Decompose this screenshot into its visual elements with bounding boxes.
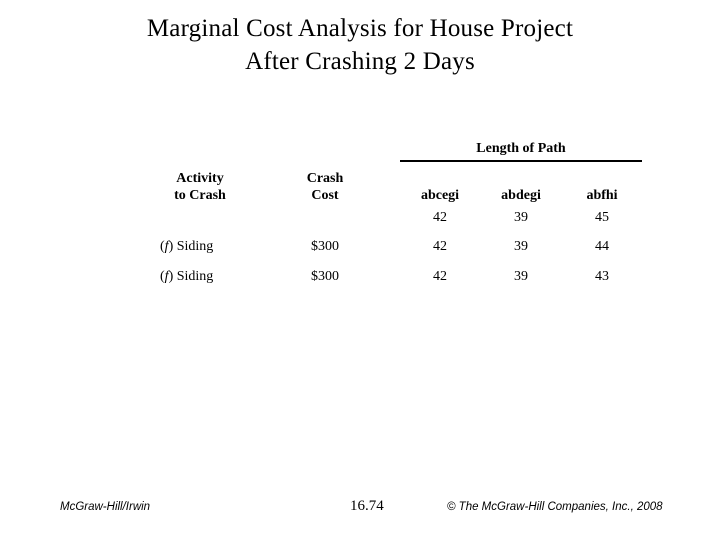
activity-paren-open: (	[160, 269, 165, 284]
table-row-2-length-abdegi: 39	[514, 269, 528, 284]
table-row-1-length-abcegi: 42	[433, 239, 447, 254]
initial-length-abcegi: 42	[433, 210, 447, 225]
length-of-path-header: Length of Path	[400, 138, 642, 162]
column-header-activity-line2: to Crash	[174, 188, 226, 203]
activity-name: ) Siding	[168, 239, 214, 254]
footer-page-number: 16.74	[350, 498, 384, 514]
table-row-1-length-abfhi: 44	[595, 239, 609, 254]
table-row-2-crash-cost: $300	[311, 269, 339, 284]
activity-name: ) Siding	[168, 269, 214, 284]
table-row-1-length-abdegi: 39	[514, 239, 528, 254]
cost-table: Length of Path Activity to Crash Crash C…	[150, 138, 642, 292]
activity-letter: f	[164, 269, 169, 284]
footer-copyright: © The McGraw-Hill Companies, Inc., 2008	[447, 501, 663, 513]
table-row-1-crash-cost: $300	[311, 239, 339, 254]
table-row-2-length-abcegi: 42	[433, 269, 447, 284]
initial-length-abfhi: 45	[595, 210, 609, 225]
initial-length-abdegi: 39	[514, 210, 528, 225]
footer-left-brand: McGraw-Hill/Irwin	[60, 501, 151, 513]
table-row-2-length-abfhi: 43	[595, 269, 609, 284]
column-header-path-abfhi: abfhi	[586, 188, 618, 203]
table-row-1-activity: (f) Siding	[150, 239, 250, 255]
column-header-path-abdegi: abdegi	[501, 188, 541, 203]
column-header-crash-cost: Crash Cost	[250, 170, 400, 204]
column-header-cost-line2: Cost	[311, 188, 339, 203]
column-header-path-abcegi: abcegi	[420, 188, 460, 203]
column-header-activity: Activity to Crash	[150, 170, 250, 204]
title-line-2: After Crashing 2 Days	[245, 48, 475, 75]
activity-letter: f	[164, 239, 169, 254]
column-header-activity-line1: Activity	[176, 171, 224, 186]
title-line-1: Marginal Cost Analysis for House Project	[146, 15, 574, 42]
slide-title: Marginal Cost Analysis for House Project…	[0, 12, 720, 78]
column-header-cost-line1: Crash	[306, 171, 344, 186]
table-row-2-activity: (f) Siding	[150, 269, 250, 285]
activity-paren-open: (	[160, 239, 165, 254]
